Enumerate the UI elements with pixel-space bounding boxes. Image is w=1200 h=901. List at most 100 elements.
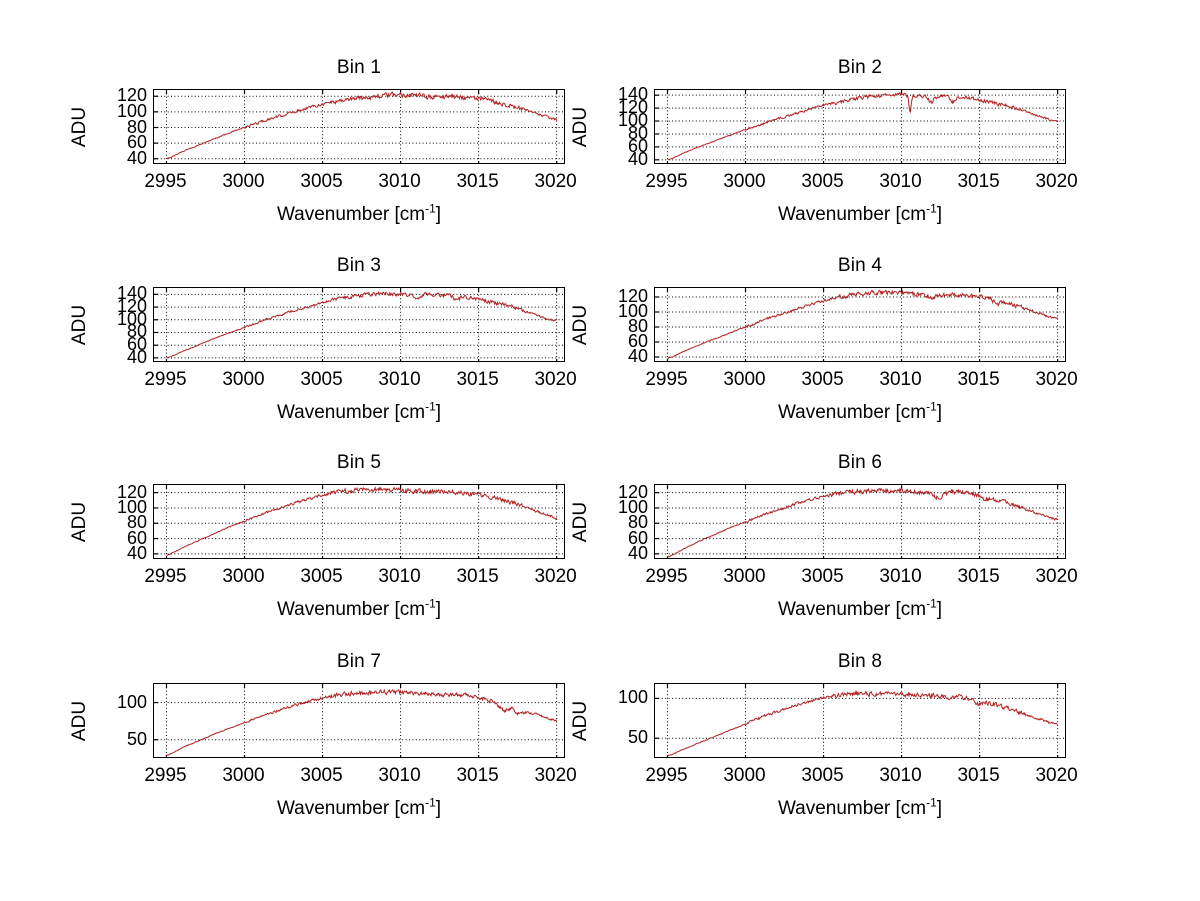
x-axis-label-text: Wavenumber [cm <box>276 798 426 819</box>
subplot-title-bin-2: Bin 2 <box>837 57 883 78</box>
y-tick-label: 120 <box>617 481 648 502</box>
x-tick-label: 3000 <box>723 566 766 587</box>
x-axis-label-exponent: -1 <box>926 596 937 611</box>
y-tick-label: 40 <box>126 542 147 563</box>
x-tick-label: 3005 <box>300 566 343 587</box>
x-axis-label-bracket: ] <box>435 798 442 819</box>
x-axis-label-bin-1: Wavenumber [cm-1] <box>153 201 565 226</box>
x-axis-label-bin-8: Wavenumber [cm-1] <box>654 795 1066 820</box>
spectrum-line <box>667 289 1059 360</box>
x-tick-label: 3005 <box>300 765 343 786</box>
x-tick-label: 3000 <box>723 765 766 786</box>
x-tick-label: 3020 <box>1035 566 1078 587</box>
y-tick-label: 100 <box>617 687 648 708</box>
subplot-title-bin-3: Bin 3 <box>336 255 382 276</box>
plot-area-bin-1 <box>153 89 565 164</box>
y-tick-label: 80 <box>126 321 147 342</box>
x-axis-label-bin-4: Wavenumber [cm-1] <box>654 399 1066 424</box>
y-axis-label-bin-2: ADU <box>570 106 591 147</box>
x-axis-label-bin-5: Wavenumber [cm-1] <box>153 598 565 621</box>
x-axis-label-text: Wavenumber [cm <box>777 599 927 620</box>
x-axis-label-text: Wavenumber [cm <box>276 204 426 225</box>
spectrum-line <box>166 486 558 556</box>
x-tick-label: 3020 <box>534 566 577 587</box>
x-tick-label: 3010 <box>378 566 421 587</box>
x-tick-label: 3010 <box>879 566 922 587</box>
x-tick-label: 3000 <box>723 171 766 192</box>
plot-area-bin-4 <box>654 287 1066 362</box>
y-tick-label: 40 <box>126 147 147 168</box>
x-tick-label: 2995 <box>645 369 688 390</box>
x-axis-label-exponent: -1 <box>425 201 436 216</box>
y-tick-label: 80 <box>627 512 648 533</box>
subplot-title-bin-6: Bin 6 <box>837 452 883 473</box>
y-tick-label: 60 <box>126 132 147 153</box>
y-tick-label: 60 <box>627 135 648 156</box>
plot-area-bin-7 <box>153 683 565 758</box>
x-axis-label-exponent: -1 <box>425 795 436 810</box>
x-tick-label: 3015 <box>957 369 1000 390</box>
x-axis-label-text: Wavenumber [cm <box>777 402 927 423</box>
y-tick-label: 120 <box>617 286 648 306</box>
x-tick-label: 3010 <box>378 765 421 786</box>
y-tick-label: 80 <box>627 316 648 336</box>
x-tick-label: 3020 <box>1035 369 1078 390</box>
subplot-title-bin-7: Bin 7 <box>336 651 382 672</box>
y-tick-label: 40 <box>627 148 648 169</box>
x-axis-label-bracket: ] <box>936 204 943 225</box>
x-tick-label: 2995 <box>144 171 187 192</box>
x-axis-label-bin-2: Wavenumber [cm-1] <box>654 201 1066 226</box>
x-tick-label: 3015 <box>456 566 499 587</box>
x-tick-label: 3015 <box>456 765 499 786</box>
x-axis-label-bracket: ] <box>936 402 943 423</box>
spectrum-line <box>667 690 1058 757</box>
x-tick-label: 3020 <box>534 765 577 786</box>
x-axis-label-bracket: ] <box>435 204 442 225</box>
x-tick-label: 3010 <box>378 171 421 192</box>
subplot-title-bin-8: Bin 8 <box>837 651 883 672</box>
x-axis-label-exponent: -1 <box>926 201 937 216</box>
x-tick-label: 3000 <box>723 369 766 390</box>
x-tick-label: 3015 <box>957 765 1000 786</box>
x-tick-label: 3010 <box>879 765 922 786</box>
y-tick-label: 120 <box>116 296 147 317</box>
x-axis-label-bracket: ] <box>435 402 442 423</box>
x-axis-label-exponent: -1 <box>926 795 937 810</box>
y-tick-label: 140 <box>116 283 147 304</box>
plot-area-bin-5 <box>153 484 565 559</box>
y-tick-label: 120 <box>116 481 147 502</box>
x-tick-label: 3020 <box>1035 765 1078 786</box>
x-tick-label: 2995 <box>144 566 187 587</box>
y-axis-label-bin-5: ADU <box>69 501 90 542</box>
x-axis-label-exponent: -1 <box>926 399 937 414</box>
spectrum-line <box>667 487 1058 558</box>
x-tick-label: 3000 <box>222 765 265 786</box>
x-tick-label: 3005 <box>801 566 844 587</box>
x-axis-label-bracket: ] <box>936 798 943 819</box>
x-tick-label: 3015 <box>957 171 1000 192</box>
y-tick-label: 80 <box>126 116 147 137</box>
x-axis-label-bin-7: Wavenumber [cm-1] <box>153 795 565 820</box>
x-tick-label: 3005 <box>801 369 844 390</box>
plot-area-bin-3 <box>153 287 565 362</box>
x-tick-label: 3000 <box>222 171 265 192</box>
y-tick-label: 100 <box>116 496 147 517</box>
x-tick-label: 3010 <box>879 171 922 192</box>
y-tick-label: 120 <box>617 97 648 118</box>
x-tick-label: 3020 <box>1035 171 1078 192</box>
x-tick-label: 2995 <box>645 566 688 587</box>
x-tick-label: 3015 <box>957 566 1000 587</box>
subplot-title-bin-4: Bin 4 <box>837 255 883 276</box>
y-tick-label: 100 <box>617 301 648 321</box>
subplot-title-bin-1: Bin 1 <box>336 57 382 78</box>
x-tick-label: 3010 <box>879 369 922 390</box>
x-axis-label-bracket: ] <box>936 599 943 620</box>
plot-area-bin-8 <box>654 683 1066 758</box>
x-tick-label: 3005 <box>801 171 844 192</box>
y-tick-label: 120 <box>116 85 147 106</box>
y-tick-label: 50 <box>627 727 648 748</box>
x-tick-label: 2995 <box>144 765 187 786</box>
y-axis-label-bin-8: ADU <box>570 700 591 741</box>
y-tick-label: 40 <box>627 346 648 366</box>
spectrum-line <box>667 91 1058 161</box>
